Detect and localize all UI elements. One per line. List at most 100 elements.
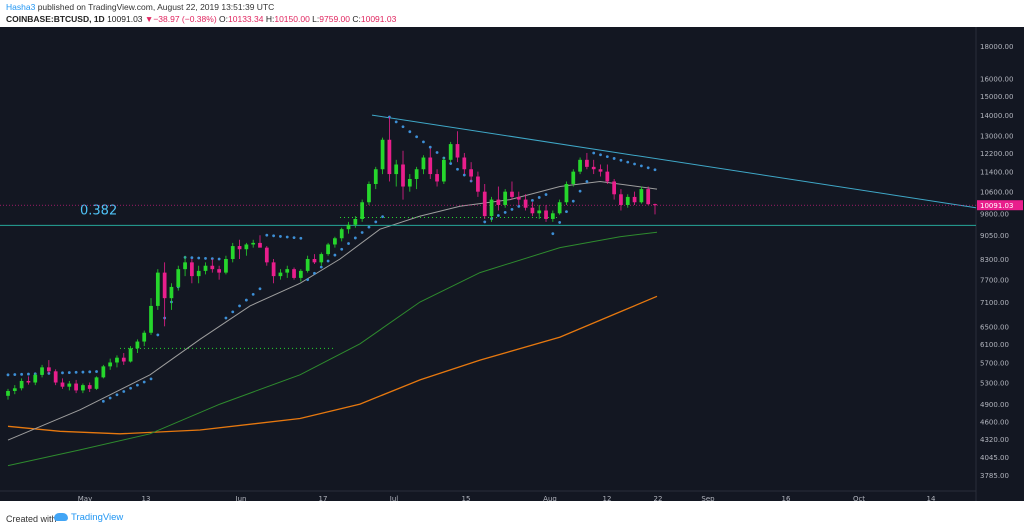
tradingview-brand: TradingView [71,512,124,523]
candle-body [612,181,617,195]
candle-body [312,259,317,263]
candle-body [326,244,330,255]
x-tick-label: Oct [853,495,865,501]
candle-body [237,246,242,250]
sar-dot [374,220,378,224]
sar-dot [605,155,609,159]
sar-dot [558,221,562,224]
sar-dot [217,257,221,261]
y-tick-label: 6100.00 [980,341,1009,349]
sar-dot [149,377,153,381]
candle-body [360,202,365,219]
fib-label: 0.382 [80,203,117,218]
candle-body [482,191,487,217]
candle-body [319,254,324,263]
candle-body [40,367,44,375]
candle-body [224,259,228,273]
candle-body [353,218,358,225]
y-tick-label: 3785.00 [980,472,1009,480]
sar-dot [115,393,119,397]
tradingview-logo[interactable]: TradingView [54,512,123,523]
candle-body [564,183,569,203]
y-tick-label: 7100.00 [980,299,1009,307]
ohlc-legend: COINBASE:BTCUSD, 1D 10091.03 ▼−38.97 (−0… [6,14,396,24]
open-label: O: [219,14,229,24]
candle-body [544,210,548,219]
sar-dot [456,167,459,171]
x-tick-label: Jun [235,495,247,501]
sar-dot [197,256,201,260]
sar-dot [258,287,262,291]
sar-dot [503,211,507,214]
candle-body [203,265,208,271]
created-with-label: Created with [6,514,57,524]
chart-canvas[interactable]: 18000.00 16000.00 15000.00 14000.00 13000.00… [0,27,1024,503]
candle-body [135,341,140,349]
candle-body [639,189,644,203]
candle-body [108,362,113,367]
candle-body [605,171,610,182]
candle-body [537,210,542,214]
ma100-line [7,231,658,467]
candle-body [646,189,651,205]
candle-body [448,144,453,160]
sar-dot [204,256,207,260]
candle-body [155,272,160,306]
sar-dot [88,370,92,374]
sar-dot [156,333,160,337]
sar-dot [537,196,541,199]
sar-dot [67,371,71,374]
candle-body [591,166,596,170]
sar-dot [646,166,650,170]
x-tick-label: Aug [543,495,557,501]
sar-dot [619,158,623,162]
candle-body [128,348,133,362]
y-tick-label: 10600.00 [980,189,1013,197]
price-chart[interactable]: 18000.00 16000.00 15000.00 14000.00 13000.00… [0,27,1024,503]
sar-dot [360,231,364,234]
candle-body [380,139,385,170]
symbol-label: COINBASE:BTCUSD, 1D [6,14,105,24]
sar-dot [531,198,534,202]
candle-body [333,238,337,245]
y-tick-label: 13000.00 [980,132,1013,140]
x-tick-label: Jul [389,495,399,501]
close-label: C: [352,14,361,24]
open-value: 10133.34 [228,14,264,24]
candle-body [339,229,344,239]
low-value: 9759.00 [319,14,350,24]
sar-dot [340,247,344,251]
x-tick-label: 15 [462,495,471,501]
candle-body [94,377,99,389]
sar-dot [142,380,146,384]
x-tick-label: 12 [603,495,612,501]
high-value: 10150.00 [274,14,310,24]
x-tick-label: Sep [701,495,715,501]
published-text: published on TradingView.com, August 22,… [37,2,275,12]
sar-dot [626,160,630,164]
candle-body [6,390,10,396]
x-tick-label: 13 [142,495,151,501]
candle-body [264,247,269,263]
candle-body [469,169,473,177]
candle-body [176,269,181,287]
author-name[interactable]: Hasha3 [6,2,36,12]
candle-body [421,157,426,170]
candle-body [496,199,501,205]
candle-body [101,366,106,378]
candle-body [251,242,256,245]
candle-body [530,207,535,214]
x-tick-label: 16 [782,495,791,501]
sar-dot [61,371,64,375]
sar-dot [367,225,371,229]
high-label: H: [265,14,275,24]
candle-body [476,176,480,192]
y-tick-label: 15000.00 [980,93,1013,101]
close-value: 10091.03 [360,14,397,24]
candle-body [585,159,589,167]
sar-dot [496,214,500,217]
candle-body [60,382,65,387]
candle-body [401,164,405,187]
sar-dot [428,145,432,149]
candle-body [169,286,174,299]
